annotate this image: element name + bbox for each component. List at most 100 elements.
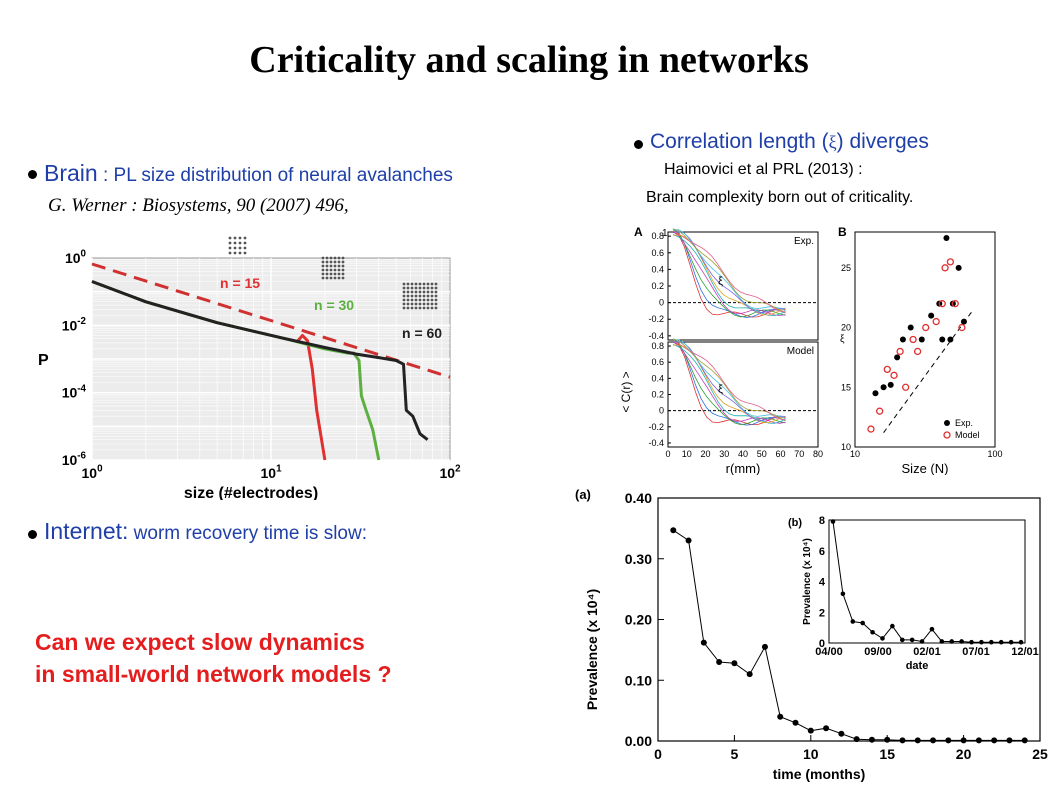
x-axis-label: time (months)	[773, 766, 866, 782]
electrode-dot	[402, 306, 406, 310]
inset-frame	[828, 519, 1026, 644]
exp-point	[899, 336, 906, 343]
model-point	[896, 347, 904, 356]
electrode-dot	[238, 241, 242, 245]
electrode-dot	[414, 298, 418, 302]
inset-x-axis-label: date	[906, 660, 929, 672]
internet-text: worm recovery time is slow:	[128, 523, 367, 544]
annotation-n30: n = 30	[314, 297, 354, 313]
y-axis-label: ξ	[840, 334, 845, 345]
electrode-dot	[233, 236, 237, 240]
x-tick-label: 101	[260, 464, 282, 481]
electrode-dot	[325, 264, 329, 268]
model-point	[901, 383, 910, 391]
electrode-dot	[406, 286, 410, 290]
y-tick-label: 0.10	[625, 672, 652, 688]
model-point	[890, 371, 898, 379]
y-tick-label: 100	[65, 249, 87, 266]
inset-point	[949, 639, 955, 644]
top-y-extra: 1	[662, 228, 668, 239]
electrode-dot	[430, 286, 434, 290]
electrode-dot	[430, 294, 434, 298]
exp-point	[907, 324, 914, 331]
y-tick-label: 0.20	[625, 612, 652, 628]
x-tick-label: 5	[731, 746, 739, 762]
exp-point	[960, 318, 967, 325]
electrode-dot	[325, 260, 329, 264]
correlation-curve	[672, 231, 786, 314]
correlation-curve	[672, 228, 786, 318]
electrode-dot	[321, 260, 325, 264]
avalanche-chart: 100 101 102 100 10-2 10-4 10-6 size (#electrode…	[30, 228, 470, 500]
x-tick-label: 60	[775, 449, 785, 459]
model-point	[946, 258, 955, 266]
y-tick-label: 0.8	[651, 231, 664, 241]
correlation-curve	[672, 230, 786, 313]
electrode-dot	[243, 246, 247, 250]
page-title: Criticality and scaling in networks	[249, 39, 809, 81]
electrode-dot	[337, 256, 341, 260]
prevalence-point	[823, 725, 830, 732]
electrode-dot	[333, 260, 337, 264]
x-tick-label: 30	[719, 449, 729, 459]
y-tick-label: -0.2	[648, 314, 664, 324]
electrode-dot	[329, 256, 333, 260]
model-point	[951, 300, 959, 308]
model-point	[883, 365, 891, 374]
prevalence-point	[975, 737, 982, 744]
electrode-dot	[341, 260, 345, 264]
y-tick-label: 0.4	[651, 264, 664, 274]
electrode-dot	[406, 290, 410, 294]
electrode-dot	[402, 302, 406, 306]
x-tick-label: 0	[665, 449, 670, 459]
electrode-dot	[430, 282, 434, 286]
correlation-citation-1: Haimovici et al PRL (2013) :	[664, 161, 863, 178]
panel-b-label: (b)	[788, 517, 802, 529]
internet-label: Internet:	[44, 518, 129, 544]
electrode-dot	[325, 276, 329, 280]
inset-point	[830, 519, 836, 524]
prevalence-point	[731, 660, 738, 667]
inset-point	[880, 636, 885, 641]
inset-point	[929, 626, 935, 632]
exp-point	[918, 336, 925, 343]
legend-model: Model	[787, 346, 814, 357]
electrode-dot	[434, 302, 438, 306]
inset-y-axis-label: Prevalence (x 10⁴)	[802, 538, 813, 625]
y-tick-label: 0	[659, 406, 664, 416]
y-axis-label: P	[38, 352, 49, 369]
brain-label: Brain	[44, 160, 98, 186]
y-tick-label: 10-4	[62, 383, 87, 400]
x-tick-label: 20	[956, 746, 972, 762]
inset-x-tick-label: 12/01	[1011, 646, 1039, 658]
model-point	[876, 407, 884, 415]
correlation-text-after: ) diverges	[836, 130, 929, 153]
electrode-dot	[337, 272, 341, 276]
prevalence-point	[899, 737, 906, 744]
xi-annotation: ξ	[718, 384, 723, 396]
exp-point	[955, 264, 962, 271]
electrode-dot	[337, 268, 341, 272]
electrode-dot	[228, 241, 232, 245]
inset-point	[959, 639, 964, 644]
exp-point	[872, 390, 879, 397]
panel-a-label: (a)	[575, 487, 591, 502]
y-tick-label: 0.6	[651, 248, 664, 258]
electrode-dot	[238, 246, 242, 250]
electrode-dot	[410, 302, 414, 306]
correlation-chart: A 10.80.60.40.20-0.2-0.4Exp.ξ0.80.60.40.2…	[620, 225, 1003, 475]
inset-y-tick-label: 4	[819, 577, 826, 589]
bullet-dot	[28, 170, 37, 179]
inset-point	[969, 639, 974, 645]
correlation-curve	[672, 341, 786, 421]
annotation-n15: n = 15	[220, 275, 260, 291]
electrode-dot	[238, 236, 242, 240]
inset-point	[909, 637, 915, 643]
panel-b-label: B	[838, 225, 847, 239]
x-tick-label: 100	[987, 449, 1002, 459]
x-tick-label: 10	[850, 449, 860, 459]
exp-point	[939, 336, 946, 343]
inset-x-tick-label: 02/01	[913, 646, 941, 658]
y-tick-label: 0.2	[651, 281, 664, 291]
electrode-dot	[228, 246, 232, 250]
